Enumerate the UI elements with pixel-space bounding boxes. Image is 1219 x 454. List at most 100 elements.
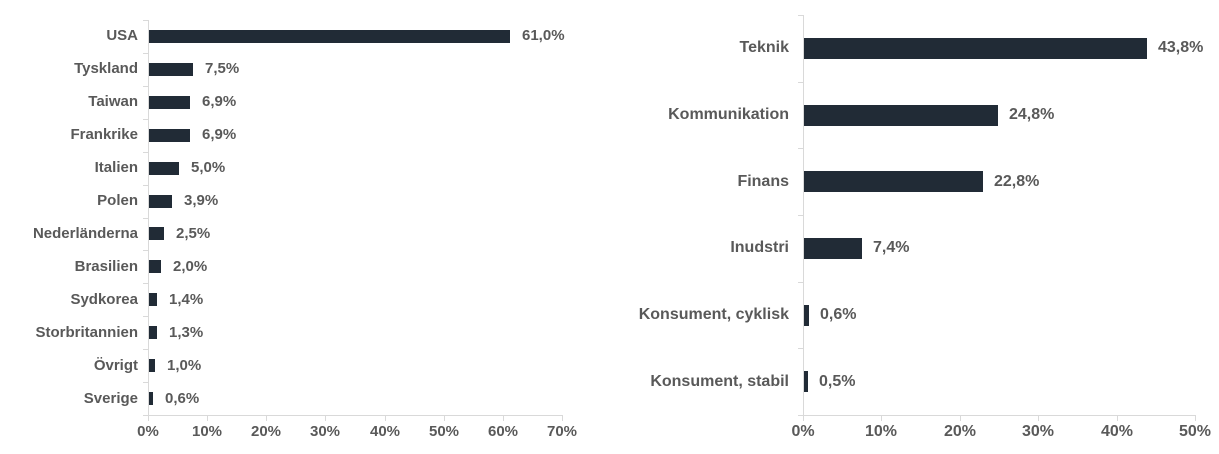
value-label: 0,5% [819, 373, 856, 390]
x-axis-tick [503, 416, 504, 421]
value-label: 7,4% [873, 239, 910, 256]
y-axis-tick [143, 283, 148, 284]
x-axis-line [803, 415, 1196, 416]
bar [149, 260, 161, 273]
category-label: Sverige [83, 390, 138, 407]
x-axis-tick [325, 416, 326, 421]
x-axis-tick-label: 20% [250, 423, 282, 440]
bar [804, 105, 998, 126]
bar [149, 162, 179, 175]
value-label: 0,6% [820, 306, 857, 323]
y-axis-tick [798, 348, 803, 349]
category-label: Polen [97, 192, 138, 209]
value-label: 2,5% [176, 225, 211, 242]
y-axis-tick [143, 53, 148, 54]
category-label: Storbritannien [35, 324, 138, 341]
y-axis-tick [798, 82, 803, 83]
category-label: Tyskland [74, 60, 138, 77]
bar [149, 96, 190, 109]
x-axis-tick-label: 70% [546, 423, 578, 440]
x-axis-tick-label: 40% [1100, 423, 1134, 440]
y-axis-tick [143, 382, 148, 383]
value-label: 43,8% [1158, 39, 1204, 56]
x-axis-tick-label: 30% [1021, 423, 1055, 440]
category-label: Inudstri [730, 239, 789, 256]
x-axis-tick [1117, 416, 1118, 421]
x-axis-tick-label: 10% [864, 423, 898, 440]
x-axis-tick [1195, 416, 1196, 421]
category-label: Nederländerna [32, 225, 138, 242]
bar [804, 238, 862, 259]
y-axis-tick [798, 15, 803, 16]
y-axis-tick [798, 415, 803, 416]
x-axis-tick [266, 416, 267, 421]
value-label: 24,8% [1009, 106, 1055, 123]
y-axis-tick [143, 86, 148, 87]
category-label: Finans [737, 173, 789, 190]
category-label: Sydkorea [70, 291, 138, 308]
x-axis-tick [562, 416, 563, 421]
bar [149, 63, 193, 76]
y-axis-tick [143, 185, 148, 186]
category-label: Italien [94, 159, 138, 176]
x-axis-tick [960, 416, 961, 421]
category-label: Teknik [739, 39, 790, 56]
y-axis-tick [143, 20, 148, 21]
value-label: 5,0% [191, 159, 226, 176]
x-axis-tick-label: 20% [943, 423, 977, 440]
x-axis-tick-label: 30% [309, 423, 341, 440]
category-label: Övrigt [93, 357, 138, 374]
value-label: 0,6% [165, 390, 200, 407]
y-axis-tick [143, 152, 148, 153]
x-axis-tick-label: 60% [487, 423, 519, 440]
bar [149, 30, 510, 43]
value-label: 61,0% [522, 27, 565, 44]
bar [149, 326, 157, 339]
value-label: 1,0% [167, 357, 202, 374]
bar [804, 371, 808, 392]
bar [149, 227, 164, 240]
x-axis-tick-label: 0% [137, 423, 159, 440]
bar [804, 171, 983, 192]
bar [149, 359, 155, 372]
y-axis-tick [143, 415, 148, 416]
x-axis-tick-label: 10% [191, 423, 223, 440]
value-label: 6,9% [202, 93, 237, 110]
y-axis-tick [143, 218, 148, 219]
x-axis-line [148, 415, 563, 416]
bar [149, 195, 172, 208]
x-axis-tick [207, 416, 208, 421]
bar [149, 129, 190, 142]
y-axis-tick [798, 148, 803, 149]
category-label: USA [106, 27, 138, 44]
y-axis-tick [143, 349, 148, 350]
category-label: Brasilien [74, 258, 138, 275]
y-axis-tick [143, 316, 148, 317]
x-axis-tick-label: 40% [369, 423, 401, 440]
x-axis-tick-label: 50% [428, 423, 460, 440]
category-label: Konsument, cyklisk [638, 306, 789, 323]
category-label: Kommunikation [668, 106, 789, 123]
value-label: 2,0% [173, 258, 208, 275]
x-axis-tick [803, 416, 804, 421]
y-axis-line [148, 20, 149, 415]
y-axis-tick [798, 215, 803, 216]
x-axis-tick [444, 416, 445, 421]
bar [149, 392, 153, 405]
value-label: 7,5% [205, 60, 240, 77]
x-axis-tick [148, 416, 149, 421]
x-axis-tick-label: 50% [1178, 423, 1212, 440]
bar [149, 293, 157, 306]
y-axis-tick [143, 250, 148, 251]
bar [804, 38, 1147, 59]
category-label: Konsument, stabil [650, 373, 789, 390]
x-axis-tick [385, 416, 386, 421]
value-label: 3,9% [184, 192, 219, 209]
y-axis-tick [143, 119, 148, 120]
value-label: 1,4% [169, 291, 204, 308]
value-label: 6,9% [202, 126, 237, 143]
x-axis-tick-label: 0% [791, 423, 815, 440]
